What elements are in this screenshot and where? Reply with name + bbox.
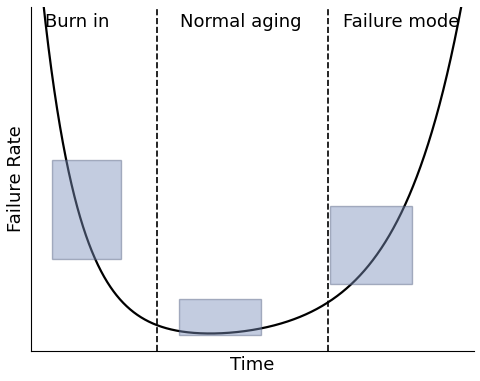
Bar xyxy=(329,206,411,283)
Y-axis label: Failure Rate: Failure Rate xyxy=(7,125,25,232)
Bar xyxy=(179,299,261,335)
X-axis label: Time: Time xyxy=(229,356,274,374)
Text: Failure mode: Failure mode xyxy=(342,13,458,31)
Bar xyxy=(52,160,120,259)
Text: Normal aging: Normal aging xyxy=(180,13,301,31)
Text: Burn in: Burn in xyxy=(45,13,109,31)
